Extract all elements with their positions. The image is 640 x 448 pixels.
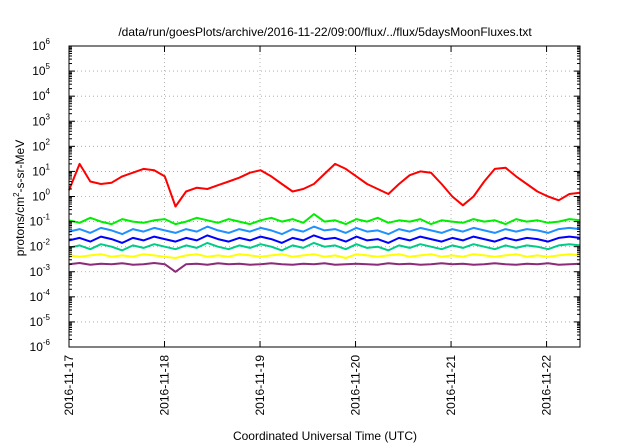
y-tick-label: 105 [32, 62, 50, 78]
series-line-5 [68, 241, 581, 252]
y-tick-label: 10-3 [30, 263, 51, 279]
y-tick-label: 101 [32, 162, 50, 178]
x-tick-label: 2016-11-18 [158, 355, 172, 416]
series-line-6 [68, 253, 581, 259]
x-axis-label: Coordinated Universal Time (UTC) [233, 429, 417, 443]
series-layer [68, 162, 581, 273]
y-tick-label: 10-5 [30, 313, 51, 329]
y-tick-label: 10-1 [30, 213, 51, 229]
y-tick-label: 10-6 [30, 338, 51, 354]
x-tick-label: 2016-11-19 [253, 355, 267, 416]
x-axis-tick-labels: 2016-11-17 2016-11-18 2016-11-19 2016-11-20… [62, 355, 554, 416]
y-axis-label-rest: -s-sr-MeV [13, 140, 27, 193]
y-tick-label: 10-2 [30, 238, 51, 254]
y-tick-label: 106 [32, 37, 50, 53]
series-line-1 [68, 162, 581, 208]
series-line-7 [68, 262, 581, 273]
y-tick-label: 103 [32, 112, 50, 128]
x-tick-label: 2016-11-20 [349, 355, 363, 416]
y-axis-label: protons/cm2-s-sr-MeV [12, 140, 27, 256]
x-tick-label: 2016-11-17 [62, 355, 76, 416]
x-tick-label: 2016-11-21 [444, 355, 458, 416]
x-tick-label: 2016-11-22 [540, 355, 554, 416]
grid [68, 46, 580, 347]
series-line-4 [68, 234, 581, 244]
series-line-3 [68, 225, 581, 236]
chart-title: /data/run/goesPlots/archive/2016-11-22/0… [118, 25, 532, 39]
y-axis-label-superscript: 2 [12, 192, 21, 197]
axis-ticks [68, 45, 580, 348]
y-tick-label: 104 [32, 87, 50, 103]
y-tick-label: 102 [32, 137, 50, 153]
series-line-2 [68, 213, 581, 226]
y-axis-tick-labels: 10-6 10-5 10-4 10-3 10-2 10-1 100 101 102 103 104 1… [30, 37, 51, 354]
y-axis-label-base: protons/cm [13, 197, 27, 256]
y-tick-label: 10-4 [30, 288, 51, 304]
y-tick-label: 100 [32, 188, 50, 204]
